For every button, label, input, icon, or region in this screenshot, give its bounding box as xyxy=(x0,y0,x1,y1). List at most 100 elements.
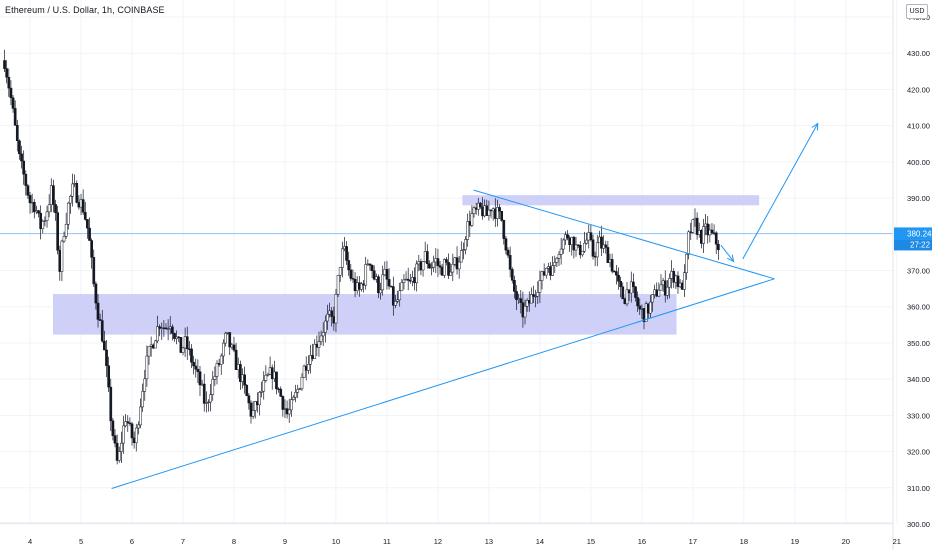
x-tick-label: 11 xyxy=(383,537,391,546)
candle-body xyxy=(683,272,686,290)
candle-body xyxy=(92,257,96,285)
candle-body xyxy=(215,363,219,377)
candle-body xyxy=(113,435,117,444)
x-tick-label: 6 xyxy=(130,537,134,546)
candle-body xyxy=(646,303,650,314)
candle-body xyxy=(530,294,533,304)
candle-body xyxy=(394,301,397,306)
candle-body xyxy=(377,276,380,294)
candle-body xyxy=(66,202,70,225)
candle-body xyxy=(122,425,125,444)
candle-body xyxy=(555,258,559,263)
x-tick-label: 13 xyxy=(485,537,493,546)
x-tick-label: 10 xyxy=(332,537,340,546)
y-tick-label: 340.00 xyxy=(907,375,930,384)
candle-body xyxy=(77,202,81,208)
candle-body xyxy=(156,326,159,342)
candle-body xyxy=(638,305,642,310)
candle-body xyxy=(598,236,601,244)
candle-body xyxy=(194,365,198,370)
candle-body xyxy=(483,205,487,217)
candle-body xyxy=(474,207,478,210)
candle-body xyxy=(277,388,280,390)
candle-body xyxy=(540,271,544,281)
candle-body xyxy=(83,212,87,220)
candle-body xyxy=(69,196,72,204)
candle-body xyxy=(347,260,351,271)
candle-body xyxy=(387,279,391,287)
time-axis[interactable]: 4 5 6 7 8 9 10 11 12 13 14 15 16 17 18 19 20 21 xyxy=(28,537,901,546)
candle-body xyxy=(249,402,253,417)
candle-body xyxy=(557,254,561,259)
candle-body xyxy=(362,283,365,286)
countdown-value: 27:22 xyxy=(910,240,931,249)
candle-body xyxy=(621,286,625,300)
trendline xyxy=(473,189,775,280)
candle-body xyxy=(49,185,53,205)
candle-body xyxy=(30,202,34,204)
candle-body xyxy=(126,421,130,424)
candle-body xyxy=(351,278,355,280)
arrow-head xyxy=(811,122,819,131)
candle-body xyxy=(166,328,170,330)
candle-body xyxy=(396,299,399,302)
candle-body xyxy=(485,205,489,216)
candlestick-series xyxy=(3,49,720,465)
candle-body xyxy=(693,217,697,220)
candle-body xyxy=(706,223,710,236)
x-tick-label: 5 xyxy=(79,537,83,546)
candle-body xyxy=(179,337,183,353)
candle-body xyxy=(464,239,467,250)
candle-body xyxy=(283,408,287,410)
candle-body xyxy=(666,286,669,296)
candle-body xyxy=(128,422,132,425)
candle-body xyxy=(659,284,663,291)
x-tick-label: 7 xyxy=(181,537,185,546)
candle-body xyxy=(428,263,431,269)
candle-body xyxy=(24,173,28,186)
x-tick-label: 19 xyxy=(791,537,799,546)
candle-body xyxy=(98,319,102,321)
candle-body xyxy=(58,250,62,272)
candle-body xyxy=(137,424,140,429)
currency-button[interactable]: USD xyxy=(906,4,928,19)
candle-body xyxy=(279,388,283,397)
candle-body xyxy=(553,262,557,266)
candle-body xyxy=(570,236,574,245)
candle-body xyxy=(459,250,463,263)
candle-body xyxy=(224,332,227,344)
candle-body xyxy=(109,386,113,422)
candle-body xyxy=(353,279,357,292)
candle-body xyxy=(18,140,21,155)
candle-body xyxy=(90,240,94,258)
candle-body xyxy=(94,283,98,304)
candle-body xyxy=(45,211,49,221)
projection-arrows xyxy=(720,122,819,263)
candle-body xyxy=(374,276,378,280)
candle-body xyxy=(81,199,85,213)
candle-body xyxy=(162,327,166,329)
candle-body xyxy=(47,204,51,213)
candle-body xyxy=(302,365,306,378)
candle-body xyxy=(100,320,104,342)
candle-body xyxy=(264,374,268,381)
candle-body xyxy=(695,217,699,235)
candle-body xyxy=(52,185,55,205)
candle-body xyxy=(602,244,605,249)
candle-body xyxy=(568,237,571,245)
candle-body xyxy=(481,206,484,217)
candle-body xyxy=(338,267,342,276)
candle-body xyxy=(232,344,236,351)
candle-body xyxy=(107,365,110,388)
candle-body xyxy=(141,391,144,408)
price-axis[interactable]: 440.00430.00420.00410.00400.00390.00380.… xyxy=(907,13,930,529)
candle-body xyxy=(674,275,678,283)
candle-body xyxy=(355,282,359,292)
candle-body xyxy=(687,231,690,255)
candle-body xyxy=(3,60,6,69)
candle-body xyxy=(64,224,68,237)
candle-body xyxy=(241,374,244,382)
candle-body xyxy=(349,269,353,279)
candle-body xyxy=(285,408,289,415)
